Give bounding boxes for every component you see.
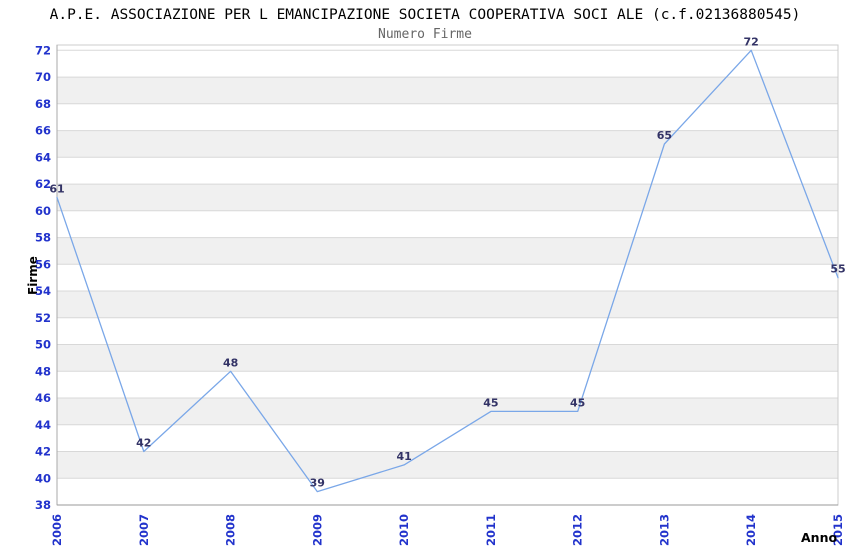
data-point-label: 45 [570,396,585,409]
data-point-label: 55 [830,263,845,276]
y-tick-label: 52 [35,311,51,325]
y-tick-label: 58 [35,231,51,245]
x-tick-label: 2013 [657,514,671,546]
chart-title: A.P.E. ASSOCIAZIONE PER L EMANCIPAZIONE … [49,7,801,23]
x-tick-label: 2006 [50,514,64,546]
y-tick-label: 38 [35,498,51,512]
data-point-label: 48 [223,356,238,369]
x-axis-title: Anno [801,530,838,545]
y-tick-label: 42 [35,445,51,459]
y-tick-label: 50 [35,338,51,352]
y-tick-label: 62 [35,177,51,191]
data-line [56,49,839,493]
data-point-label: 39 [310,477,325,490]
y-tick-label: 72 [35,43,51,57]
y-tick-label: 60 [35,204,51,218]
data-point-label: 42 [136,437,151,450]
data-point-label: 41 [396,450,411,463]
x-tick-label: 2012 [571,514,585,546]
data-point-label: 65 [657,129,672,142]
background-band [57,398,838,425]
x-tick-label: 2007 [137,514,151,546]
data-point-label: 61 [49,182,64,195]
background-band [57,237,838,265]
y-tick-label: 48 [35,364,51,378]
y-tick-label: 64 [35,150,51,164]
y-tick-label: 70 [35,70,51,84]
y-tick-label: 40 [35,471,51,485]
background-band [57,291,838,318]
y-tick-label: 66 [35,124,51,138]
plot-border [56,44,839,506]
x-tick-label: 2015 [831,514,845,546]
y-tick-label: 54 [35,284,51,298]
y-tick-label: 44 [35,418,51,432]
background-band [57,451,838,479]
y-tick-label: 46 [35,391,51,405]
data-point-label: 72 [744,35,759,48]
x-tick-label: 2014 [744,514,758,546]
x-tick-label: 2010 [397,514,411,546]
y-tick-label: 56 [35,257,51,271]
background-band [57,77,838,104]
chart-subtitle: Numero Firme [378,27,472,42]
background-band [57,130,838,158]
x-tick-label: 2009 [310,514,324,546]
background-band [57,344,838,372]
y-tick-label: 68 [35,97,51,111]
x-tick-label: 2011 [484,514,498,546]
x-tick-label: 2008 [224,514,238,546]
background-band [57,184,838,211]
data-point-label: 45 [483,396,498,409]
